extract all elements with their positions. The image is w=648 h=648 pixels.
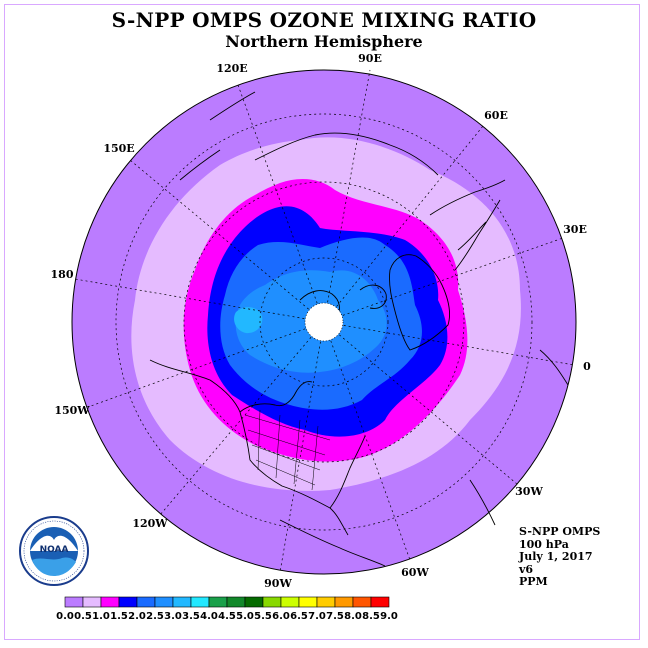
colorbar-tick-label: 6.0: [272, 611, 290, 622]
colorbar-tick-label: 0.5: [74, 611, 92, 622]
colorbar-swatch: [226, 596, 246, 608]
colorbar-swatch: [280, 596, 300, 608]
colorbar-tick-label: 9.0: [380, 611, 398, 622]
colorbar-tick-label: 0.0: [56, 611, 74, 622]
lon-label-60w: 60W: [401, 566, 429, 579]
colorbar-tick-label: 7.5: [326, 611, 344, 622]
colorbar-swatch: [82, 596, 102, 608]
latitude-circles: [115, 113, 533, 531]
colorbar-swatch: [100, 596, 120, 608]
lon-label-60e: 60E: [484, 109, 508, 122]
colorbar-swatch: [316, 596, 336, 608]
noaa-logo: NOAA: [19, 516, 89, 586]
colorbar-swatch: [370, 596, 390, 608]
colorbar-tick-label: 1.5: [110, 611, 128, 622]
lon-label-0: 0: [583, 360, 591, 373]
colorbar-tick-label: 6.5: [290, 611, 308, 622]
colorbar-tick-label: 2.0: [128, 611, 146, 622]
colorbar-swatch: [118, 596, 138, 608]
lon-label-150e: 150E: [103, 142, 134, 155]
lon-label-120e: 120E: [216, 62, 247, 75]
lon-label-90e: 90E: [358, 52, 382, 65]
info-level: 100 hPa: [519, 537, 569, 551]
figure-frame: [4, 4, 640, 640]
colorbar-tick-label: 1.0: [92, 611, 110, 622]
info-units: PPM: [519, 575, 548, 588]
colorbar-swatch: [208, 596, 228, 608]
info-date: July 1, 2017: [519, 550, 593, 563]
colorbar-tick-label: 2.5: [146, 611, 164, 622]
lon-label-30e: 30E: [563, 223, 587, 236]
contour-core-patch: [234, 307, 263, 334]
lon-label-30w: 30W: [515, 485, 543, 498]
colorbar-tick-label: 8.5: [362, 611, 380, 622]
colorbar-swatch: [64, 596, 84, 608]
colorbar-tick-label: 5.0: [236, 611, 254, 622]
map-title: S-NPP OMPS OZONE MIXING RATIO: [111, 8, 537, 32]
info-panel: S-NPP OMPS 100 hPa July 1, 2017 v6 PPM: [519, 525, 601, 589]
info-instrument: S-NPP OMPS: [519, 525, 601, 538]
colorbar-tick-label: 3.5: [182, 611, 200, 622]
meridians: [74, 69, 575, 573]
colorbar-tick-label: 7.0: [308, 611, 326, 622]
colorbar-swatch: [352, 596, 372, 608]
colorbar-swatch: [244, 596, 264, 608]
colorbar-swatch: [154, 596, 174, 608]
coastlines: [149, 91, 569, 567]
colorbar-swatch: [334, 596, 354, 608]
state-boundaries: [244, 409, 331, 491]
colorbar-tick-label: 4.0: [200, 611, 218, 622]
colorbar-tick-label: 8.0: [344, 611, 362, 622]
colorbar-swatch: [298, 596, 318, 608]
info-version: v6: [519, 562, 534, 576]
lon-label-150w: 150W: [54, 404, 90, 417]
colorbar-tick-label: 3.0: [164, 611, 182, 622]
colorbar-swatch: [136, 596, 156, 608]
polar-no-data-cap: [305, 303, 343, 341]
map-subtitle: Northern Hemisphere: [225, 32, 423, 51]
colorbar-swatch: [172, 596, 192, 608]
colorbar-swatch: [262, 596, 282, 608]
lon-label-120w: 120W: [132, 517, 168, 530]
colorbar-swatch: [190, 596, 210, 608]
noaa-logo-text: NOAA: [40, 545, 69, 555]
lon-label-90w: 90W: [264, 577, 292, 590]
colorbar-tick-label: 5.5: [254, 611, 272, 622]
colorbar-tick-label: 4.5: [218, 611, 236, 622]
colorbar: 0.0 0.5 1.0 1.5 2.0 2.5 3.0 3.5 4.0 4.5 5.0 5.5 6.0 6…: [56, 596, 398, 622]
lon-label-180: 180: [51, 268, 74, 281]
